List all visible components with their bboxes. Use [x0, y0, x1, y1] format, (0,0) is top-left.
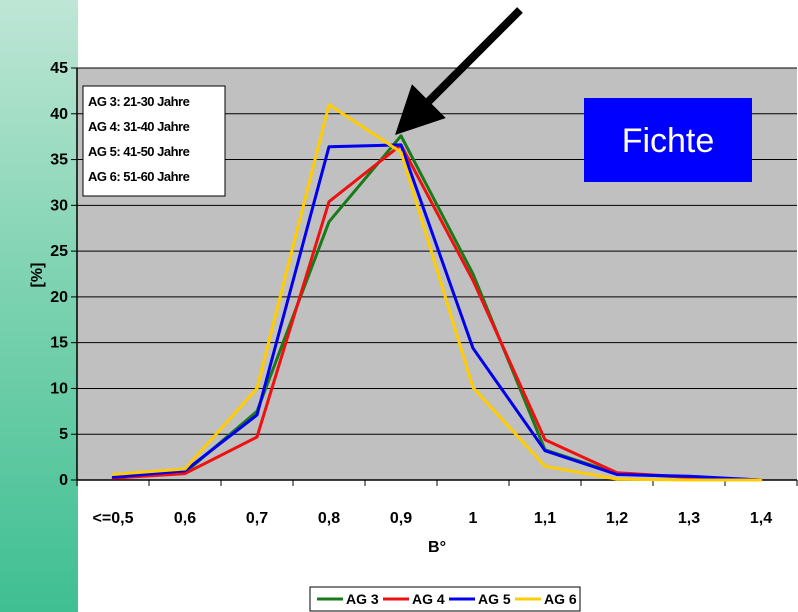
data-point: [471, 346, 475, 350]
age-group-annotation-box: AG 3: 21-30 Jahre AG 4: 31-40 Jahre AG 5…: [82, 85, 226, 197]
legend-label: AG 6: [544, 591, 577, 607]
data-point: [399, 151, 403, 154]
x-tick-labels: <=0,5 0,6 0,7 0,8 0,9 1 1,1 1,2 1,3 1,4: [93, 510, 773, 527]
data-point: [111, 476, 115, 479]
y-tick-label: 40: [50, 106, 68, 123]
x-tick-label: 1,3: [678, 510, 700, 527]
y-axis-title: [%]: [29, 263, 46, 288]
data-point: [471, 386, 475, 389]
data-point: [327, 200, 331, 203]
data-point: [327, 145, 331, 148]
x-tick-label: <=0,5: [93, 510, 134, 527]
series-lines: [111, 103, 763, 482]
data-point: [543, 438, 547, 441]
y-tick-label: 25: [50, 243, 68, 260]
series-line-ag6: [112, 103, 761, 482]
data-point: [255, 387, 259, 390]
data-point: [471, 272, 475, 276]
data-point: [471, 279, 475, 282]
y-tick-labels: 0 5 10 15 20 25 30 35 40 45: [50, 60, 68, 489]
data-point: [399, 143, 403, 147]
data-point: [759, 478, 763, 482]
data-point: [111, 473, 115, 476]
data-point: [255, 435, 259, 439]
y-tick-label: 10: [50, 380, 68, 397]
x-axis-title: B°: [428, 539, 446, 556]
legend-label: AG 5: [478, 591, 511, 607]
y-tick-label: 45: [50, 60, 68, 77]
x-tick-label: 0,6: [174, 510, 196, 527]
data-point: [543, 465, 547, 468]
legend-label: AG 3: [346, 591, 379, 607]
x-tick-label: 0,8: [318, 510, 340, 527]
x-tick-label: 1,1: [534, 510, 556, 527]
pointer-arrow: [395, 7, 523, 135]
data-point: [615, 473, 619, 476]
species-badge-label: Fichte: [622, 122, 715, 160]
y-tick-label: 20: [50, 289, 68, 306]
species-badge: Fichte: [584, 98, 752, 182]
x-tick-label: 0,9: [390, 510, 412, 527]
annotation-line: AG 3: 21-30 Jahre: [88, 94, 190, 109]
data-point: [183, 467, 187, 471]
y-tick-label: 15: [50, 335, 68, 352]
x-tick-label: 1: [469, 510, 478, 527]
y-tick-label: 30: [50, 197, 68, 214]
y-tick-label: 35: [50, 152, 68, 169]
data-point: [687, 475, 691, 478]
data-point: [255, 413, 259, 417]
annotation-line: AG 6: 51-60 Jahre: [88, 169, 190, 184]
data-point: [399, 134, 403, 137]
data-point: [615, 477, 619, 481]
side-decoration-band: [0, 0, 78, 612]
legend-label: AG 4: [412, 591, 445, 607]
y-tick-label: 0: [59, 472, 68, 489]
data-point: [543, 449, 547, 452]
x-tick-label: 0,7: [246, 510, 268, 527]
legend: AG 3 AG 4 AG 5 AG 6: [309, 586, 581, 612]
data-point: [687, 478, 691, 482]
annotation-line: AG 4: 31-40 Jahre: [88, 119, 190, 134]
y-tick-label: 5: [59, 426, 68, 443]
series-line-ag5: [112, 143, 762, 482]
data-point: [327, 103, 331, 106]
annotation-line: AG 5: 41-50 Jahre: [88, 144, 190, 159]
x-tick-label: 1,2: [606, 510, 628, 527]
data-point: [327, 220, 331, 224]
x-tick-label: 1,4: [750, 510, 772, 527]
data-point: [183, 472, 187, 475]
